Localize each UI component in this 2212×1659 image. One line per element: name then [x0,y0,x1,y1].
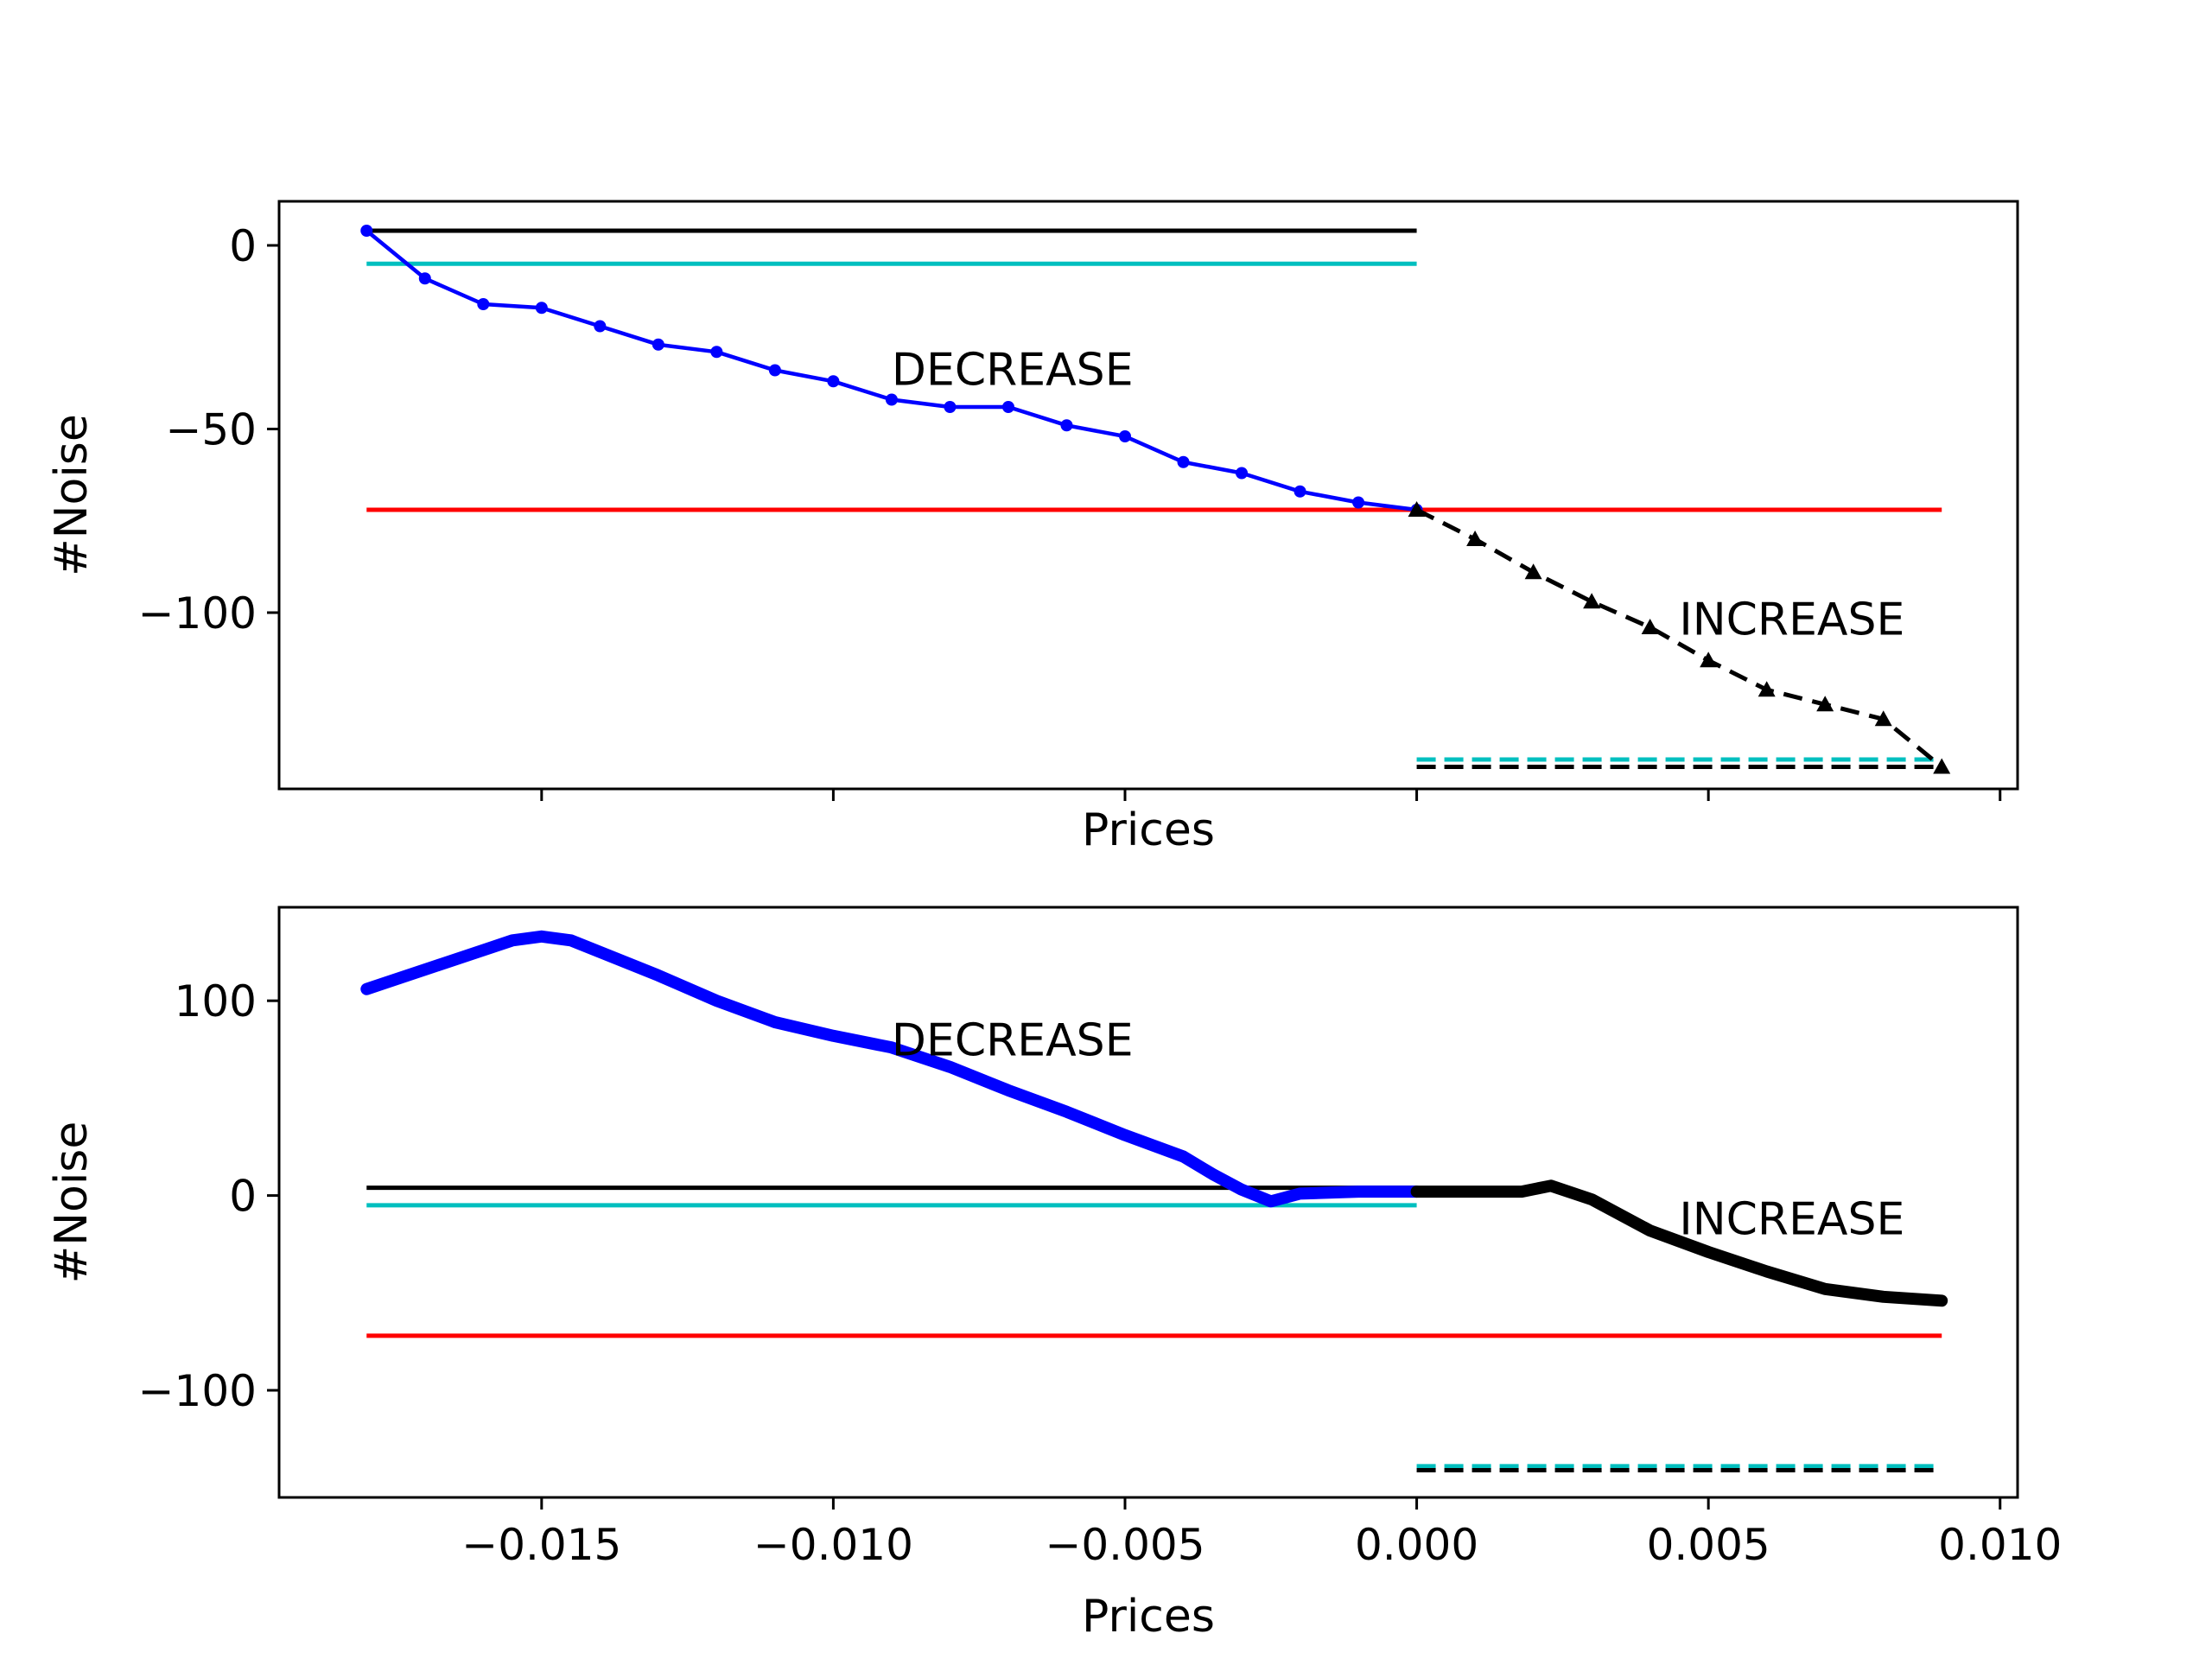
y-tick-label: −100 [138,588,257,639]
data-point-increase [1583,593,1601,609]
data-point-decrease [1001,401,1014,413]
data-point-increase [1700,652,1718,668]
data-point-decrease [1118,430,1131,442]
series-line-increase [1415,507,1943,769]
data-point-increase [1408,501,1426,517]
axes-frame [277,906,2019,1499]
x-axis-label: Prices [1082,1591,1215,1643]
series-line-increase [1410,1179,1948,1307]
y-tick-label: −100 [138,1366,257,1416]
x-tick-label: −0.010 [753,1520,913,1570]
data-point-decrease [535,302,548,315]
data-point-decrease [360,225,373,237]
data-point-increase [1933,758,1951,774]
data-point-decrease [768,364,781,377]
y-tick-label: 0 [229,221,257,271]
data-point-decrease [418,272,431,285]
data-point-decrease [652,338,664,351]
x-tick-label: 0.010 [1938,1520,2062,1570]
data-point-decrease [827,375,840,388]
x-axis-label: Prices [1082,804,1215,856]
y-tick-label: −50 [165,405,257,455]
axes-frame [277,200,2019,791]
data-point-increase [1874,710,1892,727]
y-axis-label: #Noise [46,1122,98,1284]
data-point-decrease [594,320,607,333]
x-tick-label: 0.005 [1647,1520,1770,1570]
annotation-decrease: DECREASE [892,345,1134,397]
annotation-increase: INCREASE [1679,594,1904,646]
annotation-increase: INCREASE [1679,1194,1904,1246]
data-point-decrease [477,298,490,310]
data-point-increase [1466,531,1484,546]
data-point-decrease [1236,467,1249,480]
data-point-increase [1524,563,1542,580]
data-point-increase [1641,619,1659,634]
y-tick-label: 0 [229,1172,257,1222]
data-point-increase [1816,696,1834,712]
data-point-decrease [1294,485,1306,498]
x-tick-label: 0.000 [1355,1520,1478,1570]
data-point-increase [1758,681,1776,697]
x-tick-label: −0.005 [1045,1520,1205,1570]
data-point-decrease [710,346,723,359]
y-axis-label: #Noise [46,414,98,576]
top-subplot: DECREASE INCREASE 0 −50 −100 Prices #Noise [46,200,2019,856]
x-tick-label: −0.015 [461,1520,621,1570]
data-point-decrease [885,393,898,406]
data-point-decrease [1352,496,1365,509]
annotation-decrease: DECREASE [892,1014,1134,1066]
data-point-decrease [1060,419,1073,432]
y-tick-label: 100 [175,976,257,1027]
series-line-decrease [360,930,1423,1208]
data-point-decrease [944,401,957,413]
data-point-decrease [1177,455,1190,468]
bottom-subplot: DECREASE INCREASE −0.015 −0.010 −0.005 0.000 0… [46,906,2062,1643]
